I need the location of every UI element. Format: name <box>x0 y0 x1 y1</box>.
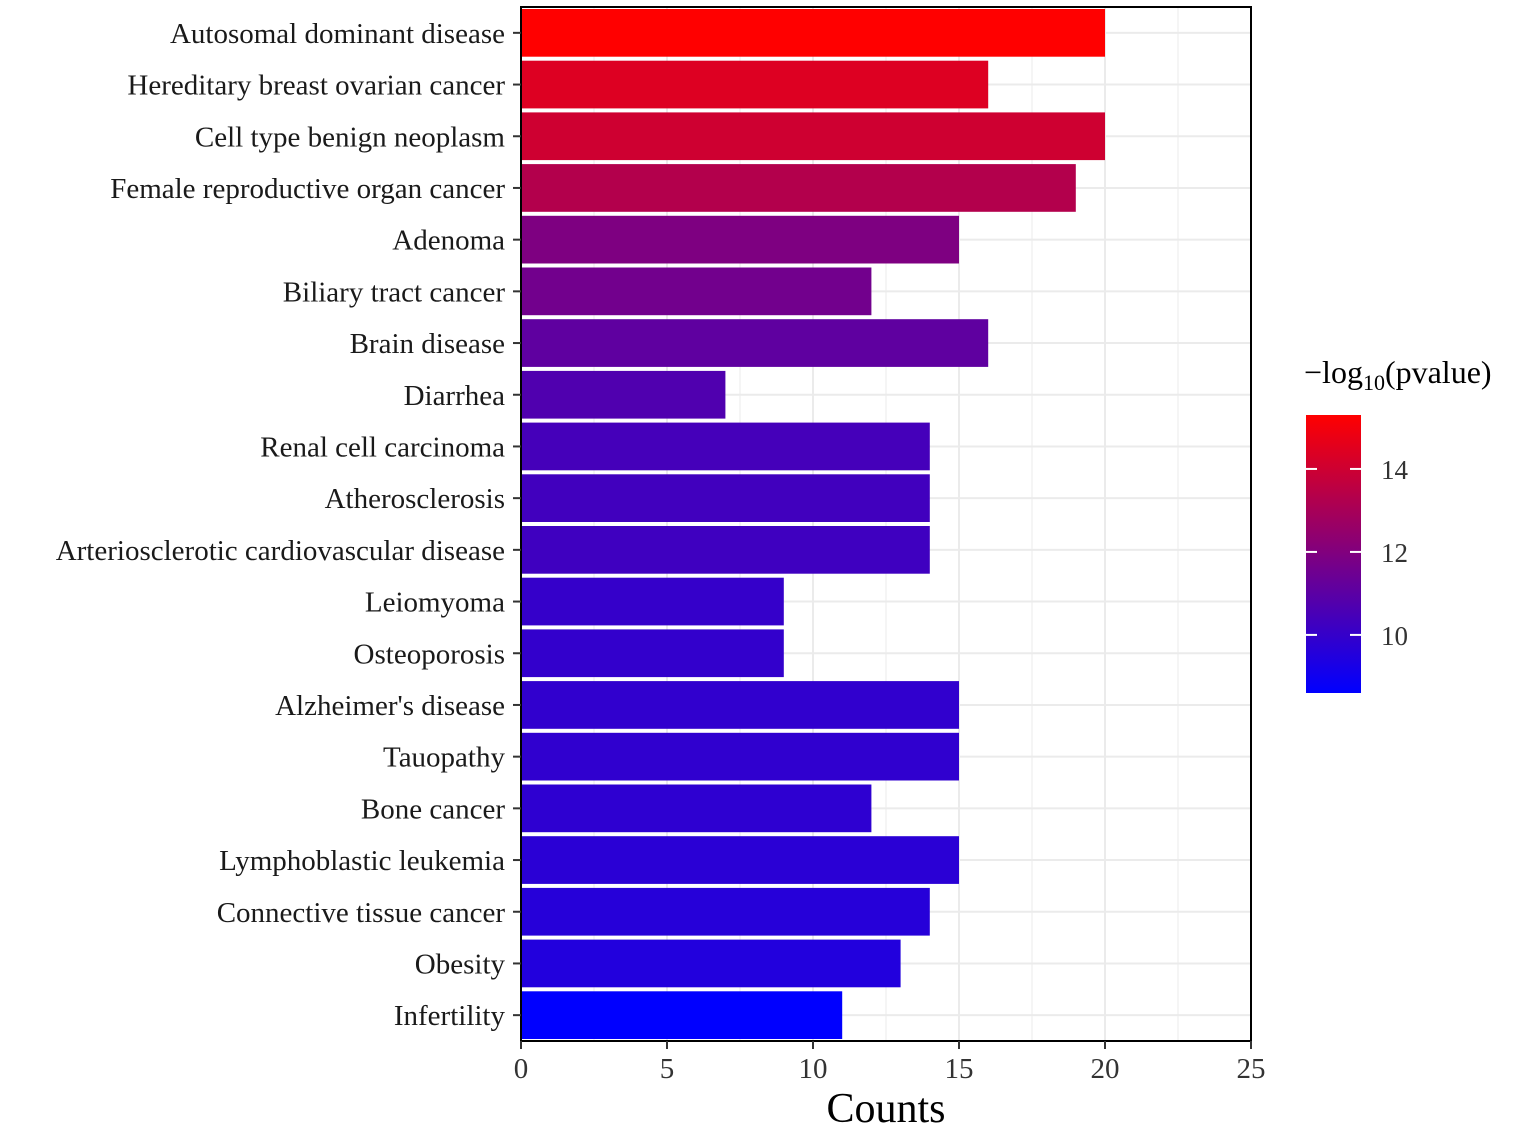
category-label: Autosomal dominant disease <box>170 18 505 50</box>
color-legend: −log10(pvalue) 14 12 10 <box>1304 354 1492 693</box>
bars <box>521 9 1105 1039</box>
bar <box>521 836 959 884</box>
bar <box>521 112 1105 161</box>
category-label: Tauopathy <box>383 742 505 774</box>
category-label: Female reproductive organ cancer <box>110 173 505 205</box>
x-tick-label: 25 <box>1237 1053 1266 1085</box>
bar <box>521 732 959 781</box>
bar <box>521 681 959 729</box>
category-label: Leiomyoma <box>365 587 505 619</box>
category-label: Lymphoblastic leukemia <box>219 845 505 877</box>
y-axis: Autosomal dominant disease Hereditary bre… <box>56 18 521 1032</box>
bar <box>521 267 872 316</box>
category-label: Atherosclerosis <box>325 483 505 515</box>
bar <box>521 939 901 988</box>
x-tick-label: 20 <box>1091 1053 1120 1085</box>
bar <box>521 164 1076 212</box>
category-label: Adenoma <box>392 225 505 257</box>
bar <box>521 370 726 419</box>
x-tick-label: 5 <box>660 1053 675 1085</box>
bar <box>521 215 959 264</box>
legend-ticks: 14 12 10 <box>1306 455 1409 651</box>
legend-tick-label: 10 <box>1381 621 1408 651</box>
bar <box>521 319 989 367</box>
bar <box>521 526 930 574</box>
category-label: Obesity <box>415 948 506 980</box>
category-label: Infertility <box>394 1000 506 1032</box>
bar <box>521 784 872 833</box>
x-tick-label: 15 <box>945 1053 974 1085</box>
category-label: Alzheimer's disease <box>275 690 505 722</box>
plot-frame <box>520 6 1252 1042</box>
bar <box>521 9 1105 57</box>
category-label: Renal cell carcinoma <box>260 431 505 463</box>
category-label: Connective tissue cancer <box>217 897 506 929</box>
category-label: Arteriosclerotic cardiovascular disease <box>56 535 505 567</box>
legend-title: −log10(pvalue) <box>1304 354 1492 395</box>
bar <box>521 422 930 471</box>
bar <box>521 991 843 1039</box>
legend-tick-label: 12 <box>1381 538 1408 568</box>
category-label: Diarrhea <box>404 380 506 412</box>
x-tick-label: 0 <box>514 1053 529 1085</box>
bar <box>521 887 930 936</box>
grid-lines <box>520 7 1252 1041</box>
category-label: Osteoporosis <box>354 638 505 670</box>
x-axis-title: Counts <box>826 1086 945 1130</box>
category-label: Biliary tract cancer <box>283 276 506 308</box>
bar <box>521 629 784 678</box>
x-axis: 0 5 10 15 20 25 <box>514 1041 1266 1085</box>
bar <box>521 474 930 522</box>
bar <box>521 60 989 109</box>
legend-tick-label: 14 <box>1381 455 1409 485</box>
category-label: Cell type benign neoplasm <box>195 121 506 153</box>
category-label: Bone cancer <box>361 793 505 825</box>
x-tick-label: 10 <box>799 1053 828 1085</box>
category-label: Brain disease <box>350 328 505 360</box>
category-label: Hereditary breast ovarian cancer <box>127 70 505 102</box>
bar <box>521 577 784 626</box>
legend-color-bar <box>1306 415 1361 693</box>
